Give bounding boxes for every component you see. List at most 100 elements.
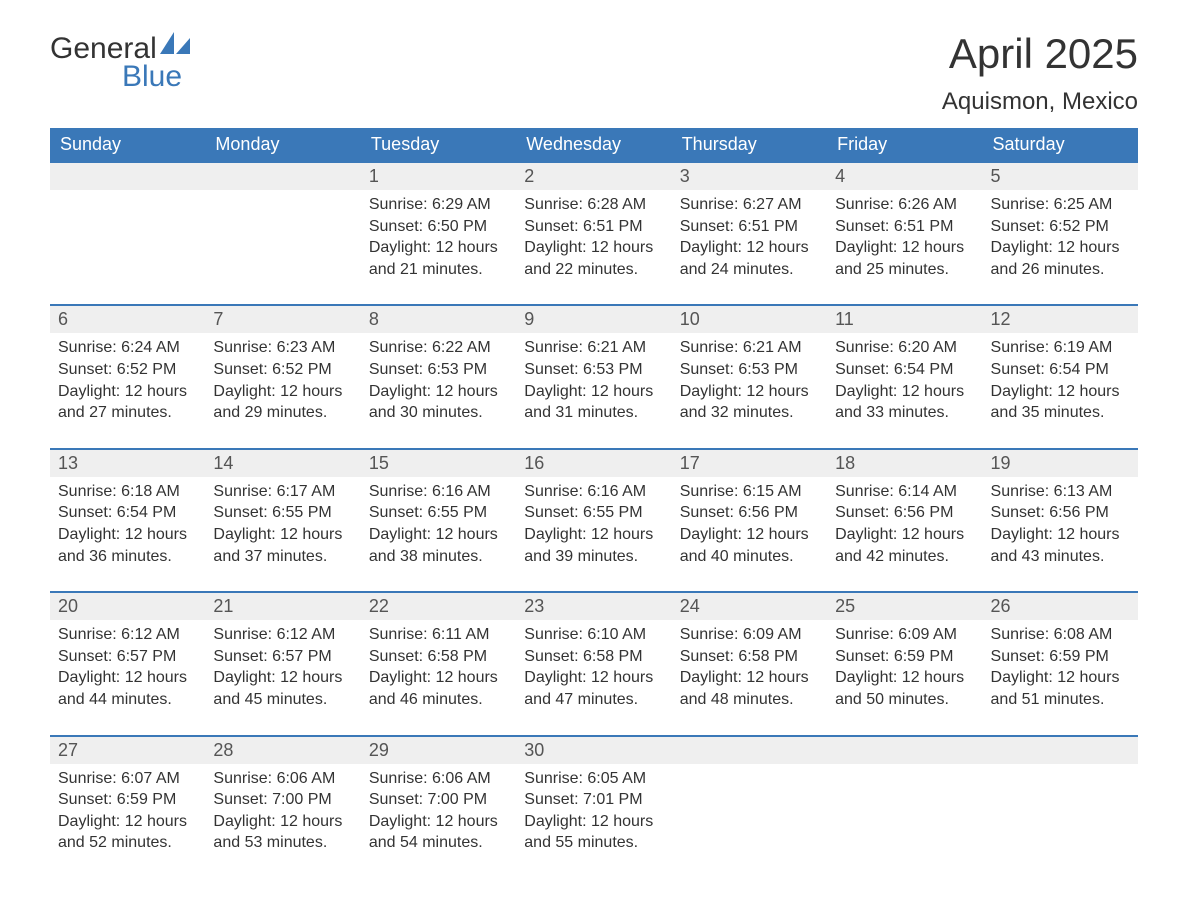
- day-data-cell: Sunrise: 6:28 AMSunset: 6:51 PMDaylight:…: [516, 190, 671, 305]
- day-number-cell: 14: [205, 449, 360, 477]
- sunrise-line: Sunrise: 6:08 AM: [991, 624, 1130, 646]
- location: Aquismon, Mexico: [942, 88, 1138, 116]
- sunrise-line: Sunrise: 6:26 AM: [835, 194, 974, 216]
- daylight-line: Daylight: 12 hours and 22 minutes.: [524, 237, 663, 280]
- day-data-cell: Sunrise: 6:24 AMSunset: 6:52 PMDaylight:…: [50, 333, 205, 448]
- day-data-cell: Sunrise: 6:29 AMSunset: 6:50 PMDaylight:…: [361, 190, 516, 305]
- sunset-line: Sunset: 6:55 PM: [369, 502, 508, 524]
- sunrise-line: Sunrise: 6:20 AM: [835, 337, 974, 359]
- day-number-cell: 6: [50, 305, 205, 333]
- daylight-line: Daylight: 12 hours and 25 minutes.: [835, 237, 974, 280]
- daynum-row: 13141516171819: [50, 449, 1138, 477]
- weekday-header: Saturday: [983, 128, 1138, 162]
- day-number-cell: 19: [983, 449, 1138, 477]
- day-data-cell: Sunrise: 6:25 AMSunset: 6:52 PMDaylight:…: [983, 190, 1138, 305]
- sunset-line: Sunset: 6:53 PM: [524, 359, 663, 381]
- day-number-cell: 16: [516, 449, 671, 477]
- day-data-cell: Sunrise: 6:21 AMSunset: 6:53 PMDaylight:…: [672, 333, 827, 448]
- sunset-line: Sunset: 6:56 PM: [680, 502, 819, 524]
- day-number-cell: 1: [361, 162, 516, 190]
- daylight-line: Daylight: 12 hours and 42 minutes.: [835, 524, 974, 567]
- day-number-cell: 26: [983, 592, 1138, 620]
- day-number-cell: 5: [983, 162, 1138, 190]
- title-block: April 2025 Aquismon, Mexico: [942, 30, 1138, 116]
- sunset-line: Sunset: 7:01 PM: [524, 789, 663, 811]
- day-number-cell: 24: [672, 592, 827, 620]
- day-data-cell: Sunrise: 6:06 AMSunset: 7:00 PMDaylight:…: [205, 764, 360, 878]
- sunrise-line: Sunrise: 6:21 AM: [680, 337, 819, 359]
- day-number-cell: [672, 736, 827, 764]
- day-number-cell: [983, 736, 1138, 764]
- weekday-row: SundayMondayTuesdayWednesdayThursdayFrid…: [50, 128, 1138, 162]
- sunrise-line: Sunrise: 6:06 AM: [369, 768, 508, 790]
- sunrise-line: Sunrise: 6:18 AM: [58, 481, 197, 503]
- data-row: Sunrise: 6:29 AMSunset: 6:50 PMDaylight:…: [50, 190, 1138, 305]
- day-data-cell: Sunrise: 6:09 AMSunset: 6:59 PMDaylight:…: [827, 620, 982, 735]
- sunset-line: Sunset: 6:55 PM: [524, 502, 663, 524]
- weekday-header: Monday: [205, 128, 360, 162]
- daylight-line: Daylight: 12 hours and 26 minutes.: [991, 237, 1130, 280]
- daylight-line: Daylight: 12 hours and 51 minutes.: [991, 667, 1130, 710]
- sunset-line: Sunset: 6:54 PM: [58, 502, 197, 524]
- daylight-line: Daylight: 12 hours and 46 minutes.: [369, 667, 508, 710]
- daylight-line: Daylight: 12 hours and 33 minutes.: [835, 381, 974, 424]
- day-data-cell: Sunrise: 6:22 AMSunset: 6:53 PMDaylight:…: [361, 333, 516, 448]
- day-number-cell: 22: [361, 592, 516, 620]
- day-number-cell: 15: [361, 449, 516, 477]
- sunrise-line: Sunrise: 6:19 AM: [991, 337, 1130, 359]
- sunrise-line: Sunrise: 6:28 AM: [524, 194, 663, 216]
- sunrise-line: Sunrise: 6:07 AM: [58, 768, 197, 790]
- sunset-line: Sunset: 6:59 PM: [58, 789, 197, 811]
- logo-top: General: [50, 30, 190, 64]
- sunset-line: Sunset: 6:57 PM: [213, 646, 352, 668]
- daylight-line: Daylight: 12 hours and 30 minutes.: [369, 381, 508, 424]
- sunset-line: Sunset: 6:58 PM: [680, 646, 819, 668]
- daylight-line: Daylight: 12 hours and 44 minutes.: [58, 667, 197, 710]
- day-number-cell: 4: [827, 162, 982, 190]
- day-number-cell: [205, 162, 360, 190]
- weekday-header: Wednesday: [516, 128, 671, 162]
- day-data-cell: Sunrise: 6:16 AMSunset: 6:55 PMDaylight:…: [516, 477, 671, 592]
- daynum-row: 12345: [50, 162, 1138, 190]
- sunrise-line: Sunrise: 6:12 AM: [213, 624, 352, 646]
- sunrise-line: Sunrise: 6:09 AM: [835, 624, 974, 646]
- sunrise-line: Sunrise: 6:23 AM: [213, 337, 352, 359]
- daylight-line: Daylight: 12 hours and 50 minutes.: [835, 667, 974, 710]
- weekday-header: Friday: [827, 128, 982, 162]
- sunrise-line: Sunrise: 6:14 AM: [835, 481, 974, 503]
- day-data-cell: Sunrise: 6:17 AMSunset: 6:55 PMDaylight:…: [205, 477, 360, 592]
- sunset-line: Sunset: 6:53 PM: [680, 359, 819, 381]
- day-data-cell: Sunrise: 6:18 AMSunset: 6:54 PMDaylight:…: [50, 477, 205, 592]
- daylight-line: Daylight: 12 hours and 36 minutes.: [58, 524, 197, 567]
- daylight-line: Daylight: 12 hours and 21 minutes.: [369, 237, 508, 280]
- header: General Blue April 2025 Aquismon, Mexico: [50, 30, 1138, 116]
- sunrise-line: Sunrise: 6:15 AM: [680, 481, 819, 503]
- sunset-line: Sunset: 6:52 PM: [58, 359, 197, 381]
- day-number-cell: 12: [983, 305, 1138, 333]
- day-data-cell: Sunrise: 6:13 AMSunset: 6:56 PMDaylight:…: [983, 477, 1138, 592]
- sunset-line: Sunset: 7:00 PM: [213, 789, 352, 811]
- day-data-cell: Sunrise: 6:10 AMSunset: 6:58 PMDaylight:…: [516, 620, 671, 735]
- daylight-line: Daylight: 12 hours and 40 minutes.: [680, 524, 819, 567]
- day-data-cell: Sunrise: 6:19 AMSunset: 6:54 PMDaylight:…: [983, 333, 1138, 448]
- sunset-line: Sunset: 7:00 PM: [369, 789, 508, 811]
- day-data-cell: Sunrise: 6:11 AMSunset: 6:58 PMDaylight:…: [361, 620, 516, 735]
- day-data-cell: Sunrise: 6:14 AMSunset: 6:56 PMDaylight:…: [827, 477, 982, 592]
- day-data-cell: Sunrise: 6:09 AMSunset: 6:58 PMDaylight:…: [672, 620, 827, 735]
- day-number-cell: 10: [672, 305, 827, 333]
- day-number-cell: 7: [205, 305, 360, 333]
- daylight-line: Daylight: 12 hours and 31 minutes.: [524, 381, 663, 424]
- day-data-cell: [205, 190, 360, 305]
- daynum-row: 27282930: [50, 736, 1138, 764]
- sunset-line: Sunset: 6:57 PM: [58, 646, 197, 668]
- sunrise-line: Sunrise: 6:17 AM: [213, 481, 352, 503]
- sunrise-line: Sunrise: 6:05 AM: [524, 768, 663, 790]
- sunrise-line: Sunrise: 6:16 AM: [369, 481, 508, 503]
- sunset-line: Sunset: 6:58 PM: [369, 646, 508, 668]
- day-number-cell: 23: [516, 592, 671, 620]
- day-data-cell: Sunrise: 6:05 AMSunset: 7:01 PMDaylight:…: [516, 764, 671, 878]
- data-row: Sunrise: 6:24 AMSunset: 6:52 PMDaylight:…: [50, 333, 1138, 448]
- day-data-cell: Sunrise: 6:12 AMSunset: 6:57 PMDaylight:…: [50, 620, 205, 735]
- day-number-cell: 2: [516, 162, 671, 190]
- sunrise-line: Sunrise: 6:27 AM: [680, 194, 819, 216]
